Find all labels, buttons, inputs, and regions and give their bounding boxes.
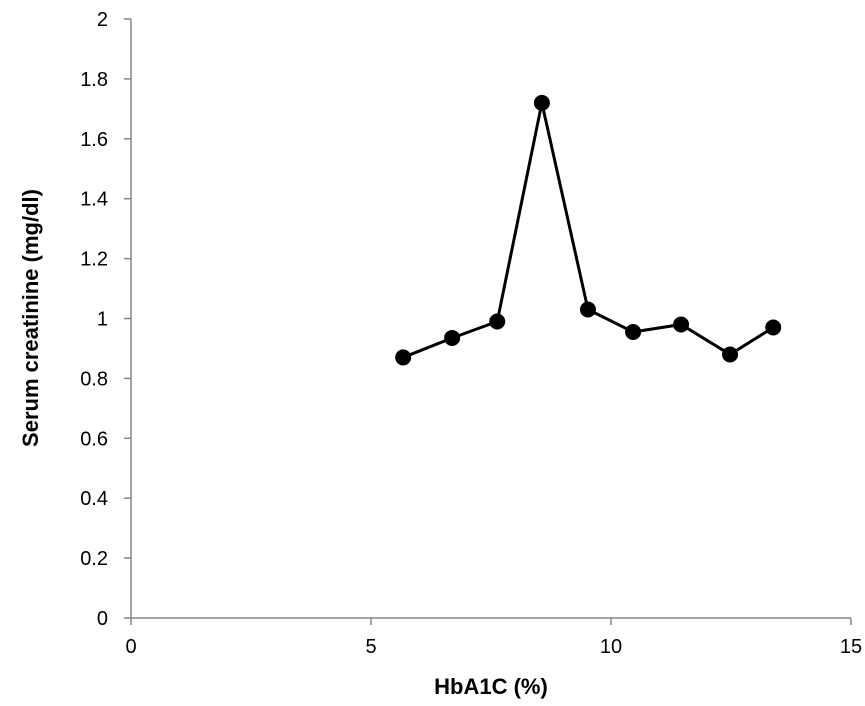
y-tick-label: 1.4 (80, 189, 108, 211)
y-axis-title: Serum creatinine (mg/dl) (18, 189, 43, 447)
y-tick-label: 1.2 (80, 249, 108, 271)
marker (533, 94, 550, 111)
y-tick-label: 1 (97, 309, 108, 331)
marker (444, 329, 461, 346)
y-tick-label: 0.2 (80, 548, 108, 570)
x-axis-title: HbA1C (%) (434, 674, 548, 699)
x-tick-label: 0 (125, 636, 136, 658)
marker (489, 313, 506, 330)
x-tick-label: 10 (600, 636, 622, 658)
y-tick-label: 2 (97, 9, 108, 31)
marker (579, 301, 596, 318)
marker (395, 349, 412, 366)
marker (625, 323, 642, 340)
line (402, 102, 775, 359)
y-tick-label: 0.8 (80, 368, 108, 390)
y-tick-label: 0.6 (80, 428, 108, 450)
marker (722, 346, 739, 363)
y-tick-label: 0 (97, 608, 108, 630)
marker (765, 319, 782, 336)
x-tick-label: 15 (840, 636, 862, 658)
marker (673, 316, 690, 333)
y-tick-label: 0.4 (80, 488, 108, 510)
y-tick-label: 1.8 (80, 69, 108, 91)
x-tick-label: 5 (365, 636, 376, 658)
y-tick-label: 1.6 (80, 129, 108, 151)
